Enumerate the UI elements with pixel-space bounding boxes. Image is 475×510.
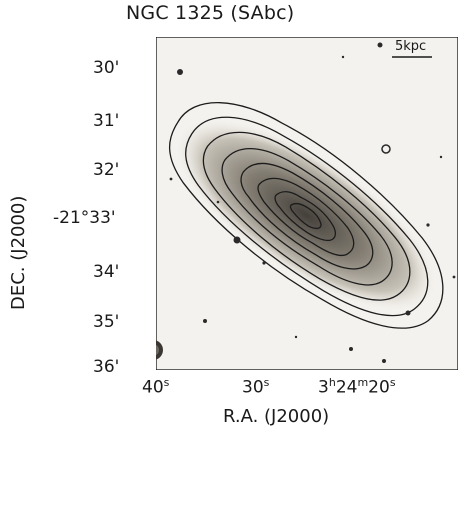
y-tick-label: 32' [93, 160, 120, 180]
contour-1 [168, 102, 444, 329]
x-tick-label: 40s [142, 376, 170, 398]
galaxy-image-panel [156, 37, 458, 370]
scale-bar-label: 5kpc [395, 39, 427, 54]
contour-8 [289, 202, 322, 230]
contour-2 [185, 116, 429, 317]
x-tick-label: 3h24m20s [318, 376, 396, 398]
galaxy-body [176, 119, 436, 311]
field-stars [169, 42, 456, 363]
contour-4 [221, 148, 393, 286]
beam-marker [156, 340, 163, 360]
y-tick-label: -21°33' [53, 208, 116, 228]
y-tick-label: 30' [93, 58, 120, 78]
x-axis-title: R.A. (J2000) [223, 406, 330, 427]
contour-3 [202, 131, 411, 301]
y-tick-label: 31' [93, 111, 120, 131]
isophote-contours [168, 102, 444, 329]
figure-title: NGC 1325 (SAbc) [126, 2, 295, 24]
y-axis-title: DEC. (J2000) [8, 195, 29, 310]
y-tick-label: 34' [93, 262, 120, 282]
contour-6 [257, 177, 355, 257]
y-tick-label: 35' [93, 312, 120, 332]
x-tick-label: 30s [242, 376, 270, 398]
contour-5 [240, 162, 374, 270]
contour-7 [274, 191, 337, 242]
y-tick-label: 36' [93, 357, 120, 377]
